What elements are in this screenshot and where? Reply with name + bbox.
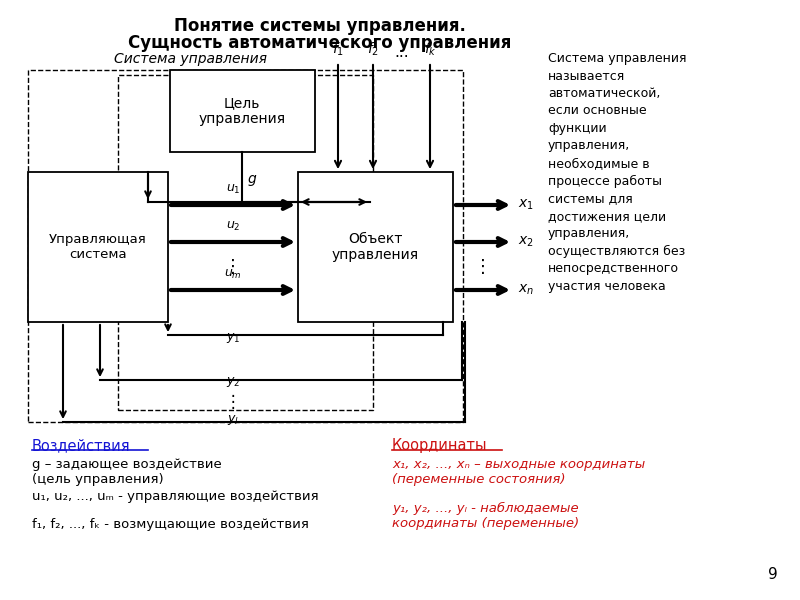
Text: $u_2$: $u_2$ bbox=[226, 220, 240, 233]
Text: Понятие системы управления.: Понятие системы управления. bbox=[174, 17, 466, 35]
Text: $f_1$: $f_1$ bbox=[332, 41, 344, 58]
Text: $g$: $g$ bbox=[247, 173, 258, 187]
Text: 9: 9 bbox=[768, 567, 778, 582]
Bar bbox=[118, 75, 373, 410]
Text: Система управления: Система управления bbox=[114, 52, 266, 66]
Text: x₁, x₂, ..., xₙ – выходные координаты
(переменные состояния): x₁, x₂, ..., xₙ – выходные координаты (п… bbox=[392, 458, 646, 486]
Text: ...: ... bbox=[394, 45, 410, 60]
Text: $x_n$: $x_n$ bbox=[518, 283, 534, 297]
Bar bbox=[298, 172, 453, 322]
Text: $f_k$: $f_k$ bbox=[423, 41, 437, 58]
Bar bbox=[28, 70, 463, 422]
Text: Воздействия: Воздействия bbox=[32, 438, 130, 453]
Bar bbox=[170, 70, 315, 152]
Bar bbox=[28, 172, 168, 322]
Text: y₁, y₂, ..., yₗ - наблюдаемые
координаты (переменные): y₁, y₂, ..., yₗ - наблюдаемые координаты… bbox=[392, 502, 579, 530]
Text: f₁, f₂, ..., fₖ - возмущающие воздействия: f₁, f₂, ..., fₖ - возмущающие воздействи… bbox=[32, 518, 309, 531]
Text: $f_2$: $f_2$ bbox=[367, 41, 379, 58]
Text: Объект
управления: Объект управления bbox=[331, 232, 418, 262]
Text: ⋮: ⋮ bbox=[474, 258, 492, 276]
Text: Цель
управления: Цель управления bbox=[198, 96, 286, 126]
Text: Управляющая
система: Управляющая система bbox=[49, 233, 147, 261]
Text: ⋮: ⋮ bbox=[225, 393, 242, 411]
Text: $x_1$: $x_1$ bbox=[518, 198, 534, 212]
Text: Сущность автоматического управления: Сущность автоматического управления bbox=[128, 34, 512, 52]
Text: $x_2$: $x_2$ bbox=[518, 235, 534, 249]
Text: ⋮: ⋮ bbox=[224, 258, 242, 276]
Text: u₁, u₂, ..., uₘ - управляющие воздействия: u₁, u₂, ..., uₘ - управляющие воздействи… bbox=[32, 490, 318, 503]
Text: $y_l$: $y_l$ bbox=[227, 413, 239, 427]
Text: $u_m$: $u_m$ bbox=[224, 268, 242, 281]
Text: g – задающее воздействие
(цель управления): g – задающее воздействие (цель управлени… bbox=[32, 458, 222, 486]
Text: $y_1$: $y_1$ bbox=[226, 331, 240, 345]
Text: Координаты: Координаты bbox=[392, 438, 487, 453]
Text: $y_2$: $y_2$ bbox=[226, 375, 240, 389]
Text: $u_1$: $u_1$ bbox=[226, 183, 240, 196]
Text: Система управления
называется
автоматической,
если основные
функции
управления,
: Система управления называется автоматиче… bbox=[548, 52, 686, 293]
